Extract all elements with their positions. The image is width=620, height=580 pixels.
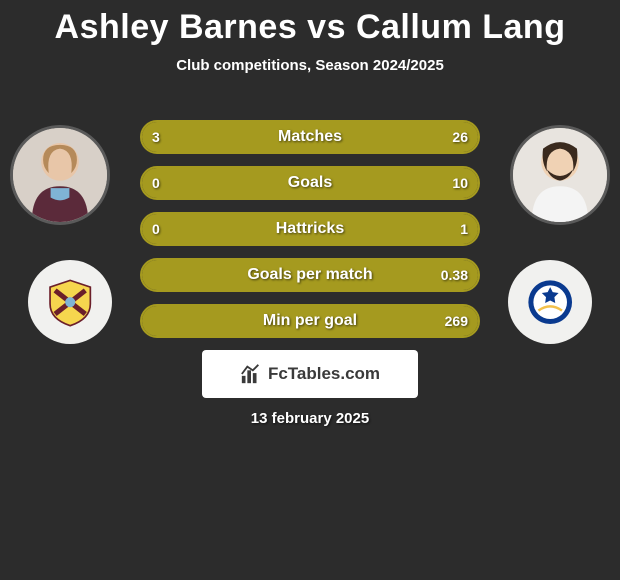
stat-fill-right xyxy=(176,122,478,152)
stat-row: Goals per match0.38 xyxy=(140,258,480,292)
player-right-avatar xyxy=(510,125,610,225)
stat-fill-right xyxy=(142,168,478,198)
person-icon xyxy=(13,128,107,222)
date-label: 13 february 2025 xyxy=(0,410,620,427)
person-icon xyxy=(513,128,607,222)
page-title: Ashley Barnes vs Callum Lang xyxy=(0,0,620,47)
branding-badge: FcTables.com xyxy=(202,350,418,398)
crest-icon xyxy=(525,277,575,327)
stat-fill-right xyxy=(142,214,478,244)
stat-fill-right xyxy=(142,306,478,336)
stat-row: 0Goals10 xyxy=(140,166,480,200)
stats-container: 3Matches26 0Goals10 0Hattricks1 Goals per m… xyxy=(140,120,480,350)
crest-icon xyxy=(45,277,95,327)
club-right-badge xyxy=(508,260,592,344)
subtitle: Club competitions, Season 2024/2025 xyxy=(0,57,620,74)
player-left-avatar xyxy=(10,125,110,225)
branding-text: FcTables.com xyxy=(268,364,380,384)
club-left-badge xyxy=(28,260,112,344)
stat-row: 3Matches26 xyxy=(140,120,480,154)
stat-row: 0Hattricks1 xyxy=(140,212,480,246)
stat-row: Min per goal269 xyxy=(140,304,480,338)
stat-fill-right xyxy=(142,260,478,290)
stat-fill-left xyxy=(142,122,176,152)
chart-icon xyxy=(240,363,262,385)
